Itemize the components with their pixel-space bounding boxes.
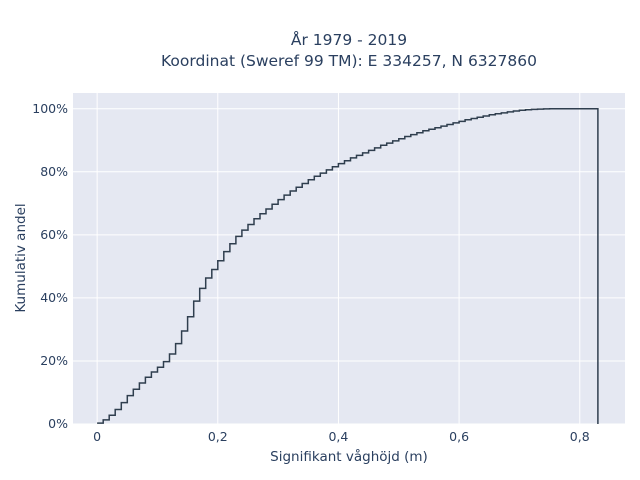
- x-tick-label: 0,4: [328, 429, 348, 444]
- chart-title-line2: Koordinat (Sweref 99 TM): E 334257, N 63…: [161, 52, 537, 70]
- y-tick-label: 40%: [40, 290, 68, 305]
- y-tick-label: 60%: [40, 227, 68, 242]
- y-tick-labels: 0% 20% 40% 60% 80% 100%: [32, 101, 68, 431]
- cdf-step-line: [97, 108, 599, 424]
- y-tick-label: 20%: [40, 353, 68, 368]
- chart-title-line1: År 1979 - 2019: [291, 30, 407, 49]
- x-tick-labels: 0 0,2 0,4 0,6 0,8: [93, 429, 590, 444]
- y-axis-label: Kumulativ andel: [13, 203, 29, 312]
- x-tick-label: 0,8: [570, 429, 590, 444]
- plot-background: [73, 93, 625, 424]
- x-tick-label: 0,6: [449, 429, 469, 444]
- x-axis-label: Signifikant våghöjd (m): [270, 448, 428, 465]
- y-tick-label: 80%: [40, 164, 68, 179]
- x-tick-label: 0,2: [208, 429, 228, 444]
- y-tick-label: 100%: [32, 101, 68, 116]
- y-tick-label: 0%: [48, 416, 68, 431]
- x-tick-label: 0: [93, 429, 101, 444]
